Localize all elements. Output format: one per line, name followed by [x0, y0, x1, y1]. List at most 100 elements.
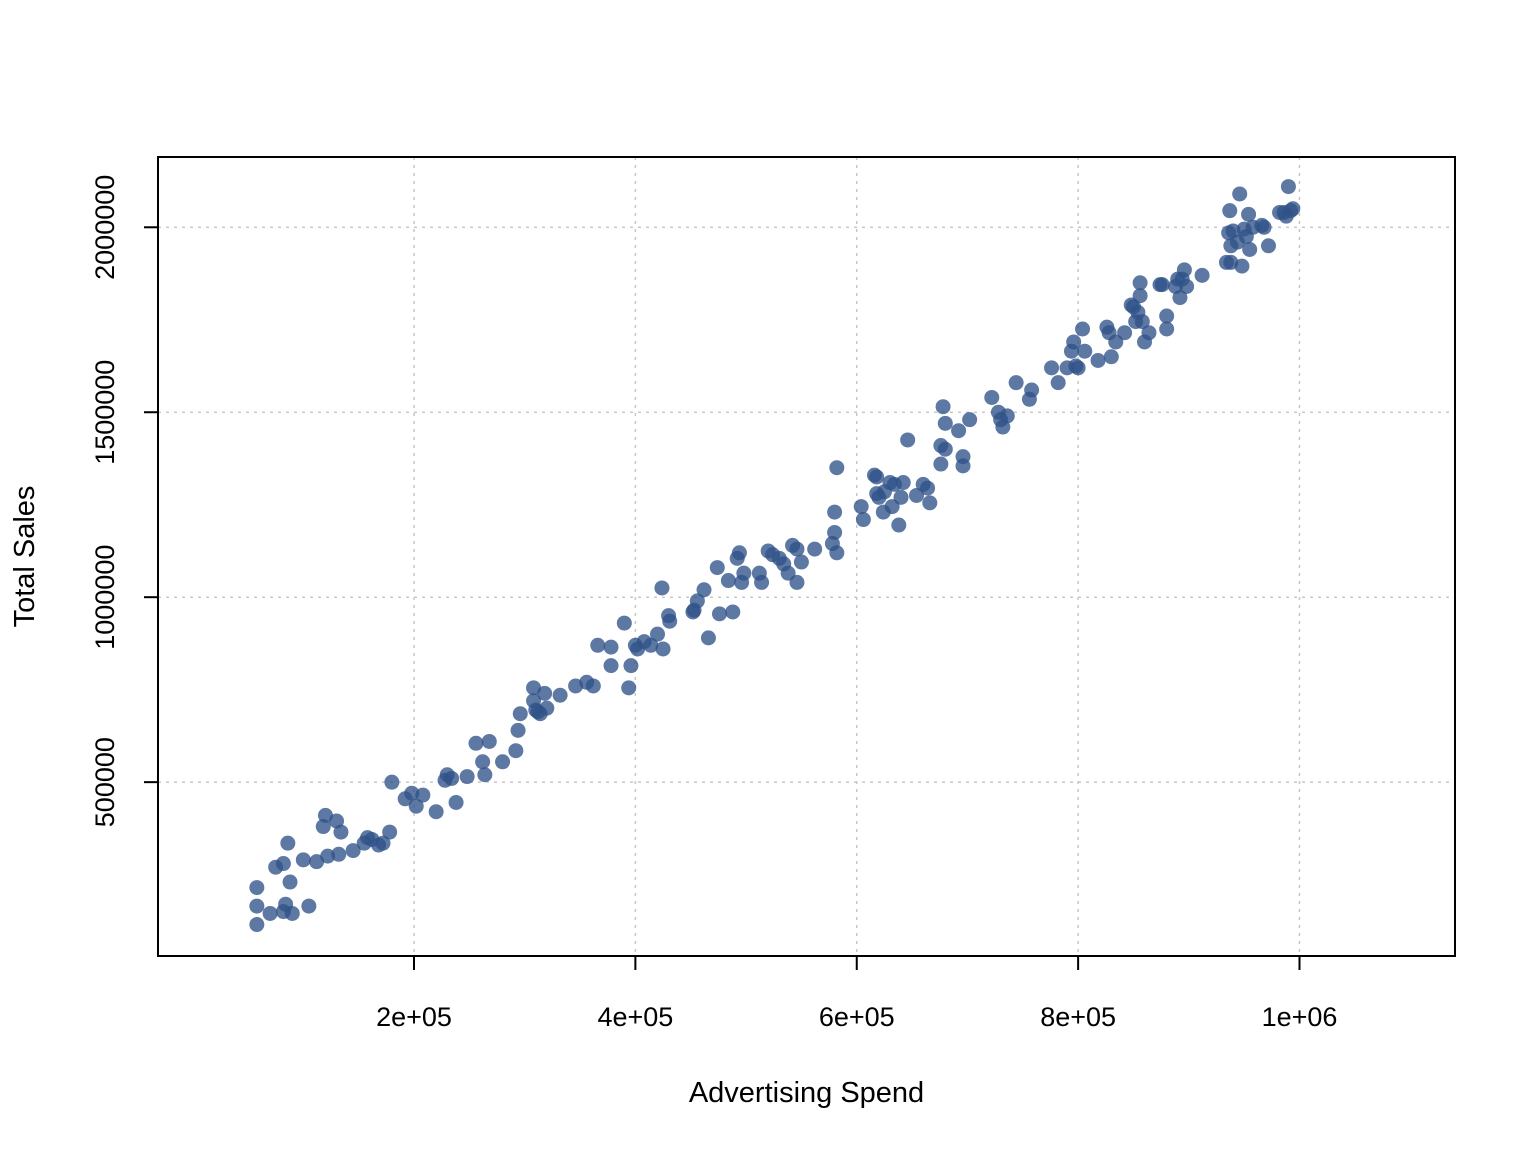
data-point — [922, 495, 938, 511]
data-point — [495, 754, 511, 770]
data-point — [510, 722, 526, 738]
data-point — [1232, 186, 1248, 202]
data-point — [468, 735, 484, 751]
data-point — [375, 835, 391, 851]
data-point — [827, 504, 843, 520]
data-point — [662, 613, 678, 629]
data-point — [1234, 258, 1250, 274]
data-point — [508, 743, 524, 759]
plot-frame — [157, 156, 1456, 957]
data-point — [512, 706, 528, 722]
data-point — [1242, 241, 1258, 257]
data-point — [853, 499, 869, 515]
data-point — [895, 475, 911, 491]
data-point — [1141, 325, 1157, 341]
x-tick-label: 8e+05 — [1040, 1002, 1116, 1032]
data-point — [448, 794, 464, 810]
data-point — [937, 441, 953, 457]
data-point — [869, 469, 885, 485]
data-point — [1172, 290, 1188, 306]
y-axis-title: Total Sales — [9, 486, 41, 628]
data-point — [935, 399, 951, 415]
data-point — [537, 685, 553, 701]
data-point — [891, 517, 907, 533]
data-point — [309, 854, 325, 870]
data-point — [700, 630, 716, 646]
data-point — [282, 874, 298, 890]
data-point — [301, 898, 317, 914]
data-point — [603, 639, 619, 655]
data-point — [1066, 334, 1082, 350]
data-point — [920, 480, 936, 496]
data-point — [315, 819, 331, 835]
y-tick-label: 1500000 — [90, 360, 120, 465]
data-point — [1103, 349, 1119, 365]
data-point — [827, 524, 843, 540]
data-point — [249, 880, 265, 896]
data-point — [650, 626, 666, 642]
data-point — [1050, 375, 1066, 391]
data-point — [345, 843, 361, 859]
data-point — [382, 824, 398, 840]
data-point — [603, 658, 619, 674]
data-point — [654, 580, 670, 596]
data-point — [459, 769, 475, 785]
data-point — [590, 637, 606, 653]
x-tick-label: 1e+06 — [1262, 1002, 1338, 1032]
data-point — [900, 432, 916, 448]
data-point — [1260, 238, 1276, 254]
data-point — [855, 512, 871, 528]
data-point — [317, 807, 333, 823]
data-point — [1108, 334, 1124, 350]
data-point — [444, 770, 460, 786]
data-point — [1008, 375, 1024, 391]
data-point — [262, 905, 278, 921]
data-point — [1241, 206, 1257, 222]
data-point — [280, 835, 296, 851]
data-point — [962, 412, 978, 428]
y-tick-label: 1000000 — [90, 545, 120, 650]
data-point — [1024, 382, 1040, 398]
data-point — [481, 733, 497, 749]
data-point — [937, 415, 953, 431]
data-point — [1179, 278, 1195, 294]
data-point — [955, 458, 971, 474]
x-axis: 2e+05 4e+05 6e+05 8e+05 1e+06 — [376, 955, 1338, 1032]
data-point — [1132, 275, 1148, 291]
data-point — [793, 554, 809, 570]
data-point — [275, 856, 291, 872]
data-point — [477, 767, 493, 783]
grid-lines — [158, 157, 1455, 956]
data-point — [1090, 352, 1106, 368]
data-point — [1134, 314, 1150, 330]
data-point — [1154, 277, 1170, 293]
data-point — [616, 615, 632, 631]
data-point — [643, 637, 659, 653]
data-point — [623, 658, 639, 674]
x-axis-title: Advertising Spend — [689, 1077, 924, 1109]
data-point — [1075, 321, 1091, 337]
data-point — [709, 560, 725, 576]
data-point — [249, 917, 265, 933]
data-point — [475, 754, 491, 770]
data-point — [736, 565, 752, 581]
data-point — [893, 489, 909, 505]
data-point — [621, 680, 637, 696]
data-point — [1044, 360, 1060, 376]
x-tick-label: 2e+05 — [376, 1002, 452, 1032]
data-point — [720, 573, 736, 589]
data-point — [1285, 201, 1301, 217]
data-point — [1117, 325, 1133, 341]
data-point — [807, 541, 823, 557]
data-point — [552, 687, 568, 703]
data-points — [249, 179, 1301, 933]
y-axis: 500000 1000000 1500000 2000000 — [90, 175, 159, 827]
data-point — [526, 680, 542, 696]
data-point — [1159, 321, 1175, 337]
data-point — [884, 499, 900, 515]
data-point — [1194, 267, 1210, 283]
data-point — [295, 852, 311, 868]
data-point — [408, 798, 424, 814]
data-point — [1176, 262, 1192, 278]
